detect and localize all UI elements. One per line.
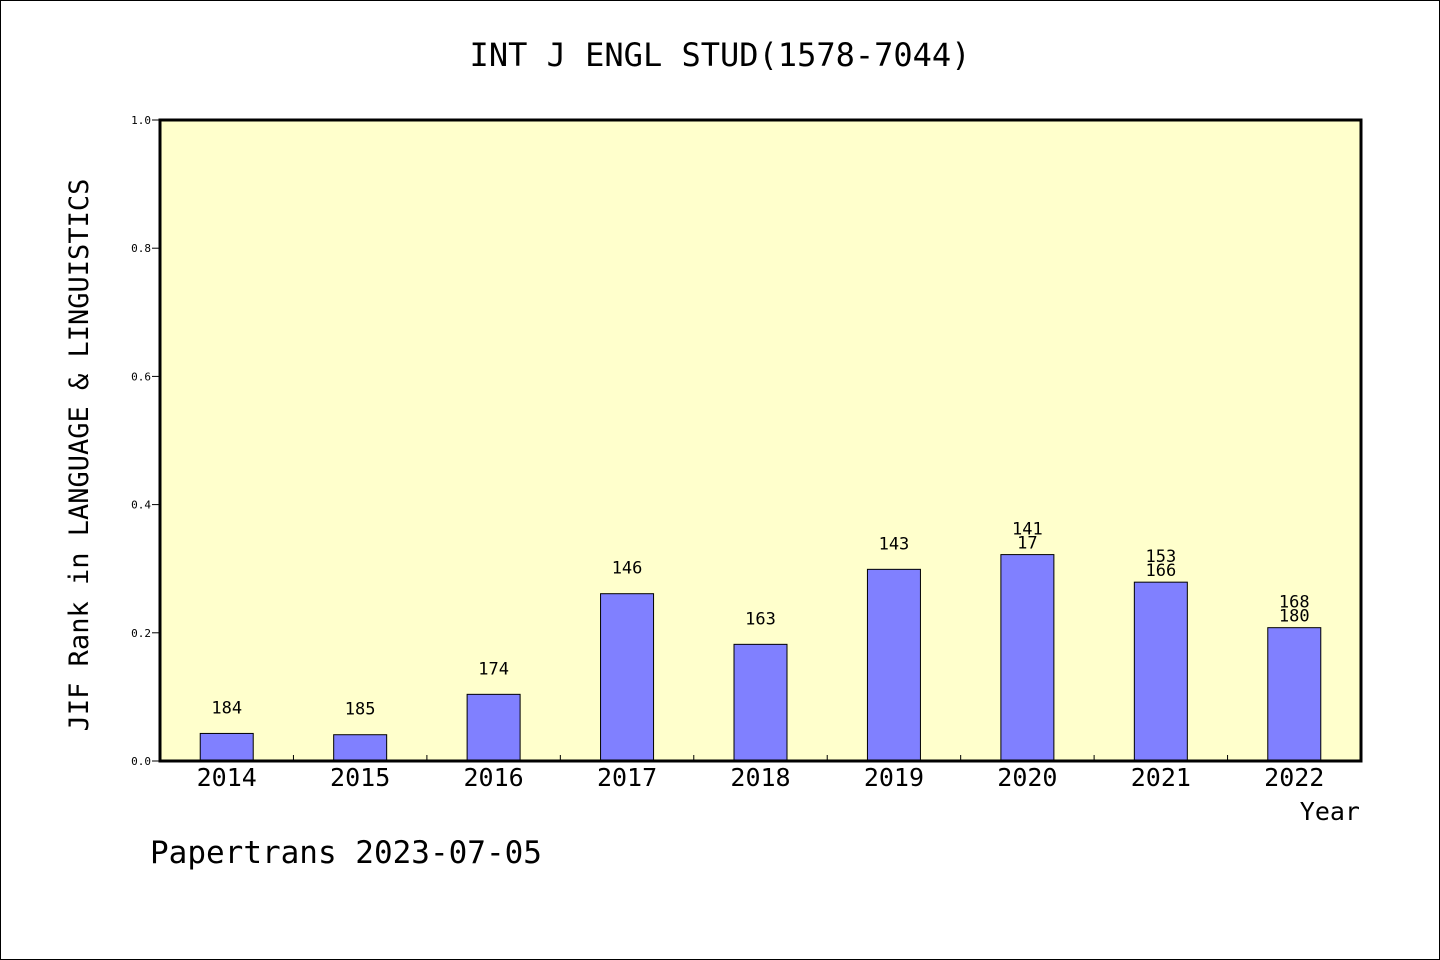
y-tick-label: 0.0 [131,755,151,768]
chart-title: INT J ENGL STUD(1578-7044) [470,36,971,74]
bar-data-label: 17 [1017,534,1037,554]
bars [199,554,1322,762]
bar-data-label: 166 [1145,561,1176,581]
bar-2022 [1267,627,1322,762]
y-tick-label: 0.8 [131,242,151,255]
x-tick-label: 2019 [864,763,924,792]
y-tick-label: 0.4 [131,499,151,512]
x-tick-label: 2020 [997,763,1057,792]
y-axis-ticks: 0.0 0.2 0.4 0.6 0.8 1.0 [131,114,160,768]
y-tick-label: 0.2 [131,627,151,640]
bar-data-label: 143 [879,534,910,554]
x-tick-label: 2014 [197,763,257,792]
bar-2020 [1000,554,1055,762]
bar-data-label: 180 [1279,607,1310,627]
bar-2018 [733,643,788,762]
bar-data-label: 185 [345,700,376,720]
bar-data-label: 168 [1279,593,1310,613]
bar-2021 [1133,581,1188,762]
bar-data-label: 174 [478,659,509,679]
x-tick-label: 2016 [464,763,524,792]
bar-2016 [466,693,521,762]
footer-text: Papertrans 2023-07-05 [150,835,542,871]
bar-2014 [199,732,254,762]
x-tick-label: 2017 [597,763,657,792]
y-tick-label: 1.0 [131,114,151,127]
bar-data-label: 184 [211,698,242,718]
x-tick-label: 2015 [330,763,390,792]
bar-data-label: 163 [745,609,776,629]
plot-border [158,118,1363,763]
x-tick-label: 2021 [1131,763,1191,792]
x-tick-label: 2022 [1264,763,1324,792]
x-tick-label: 2018 [730,763,790,792]
bar-data-label: 153 [1145,547,1176,567]
x-axis-ticks: 2014 2015 2016 2017 2018 2019 2020 2021 2022 [197,755,1324,792]
bar-data-label: 141 [1012,520,1043,540]
bar-2017 [600,593,655,762]
bar-data-label: 146 [612,559,643,579]
y-tick-label: 0.6 [131,370,151,383]
bar-2019 [866,568,921,762]
y-axis-label: JIF Rank in LANGUAGE & LINGUISTICS [64,179,95,732]
bar-2015 [333,734,388,762]
x-axis-label: Year [1300,797,1360,826]
